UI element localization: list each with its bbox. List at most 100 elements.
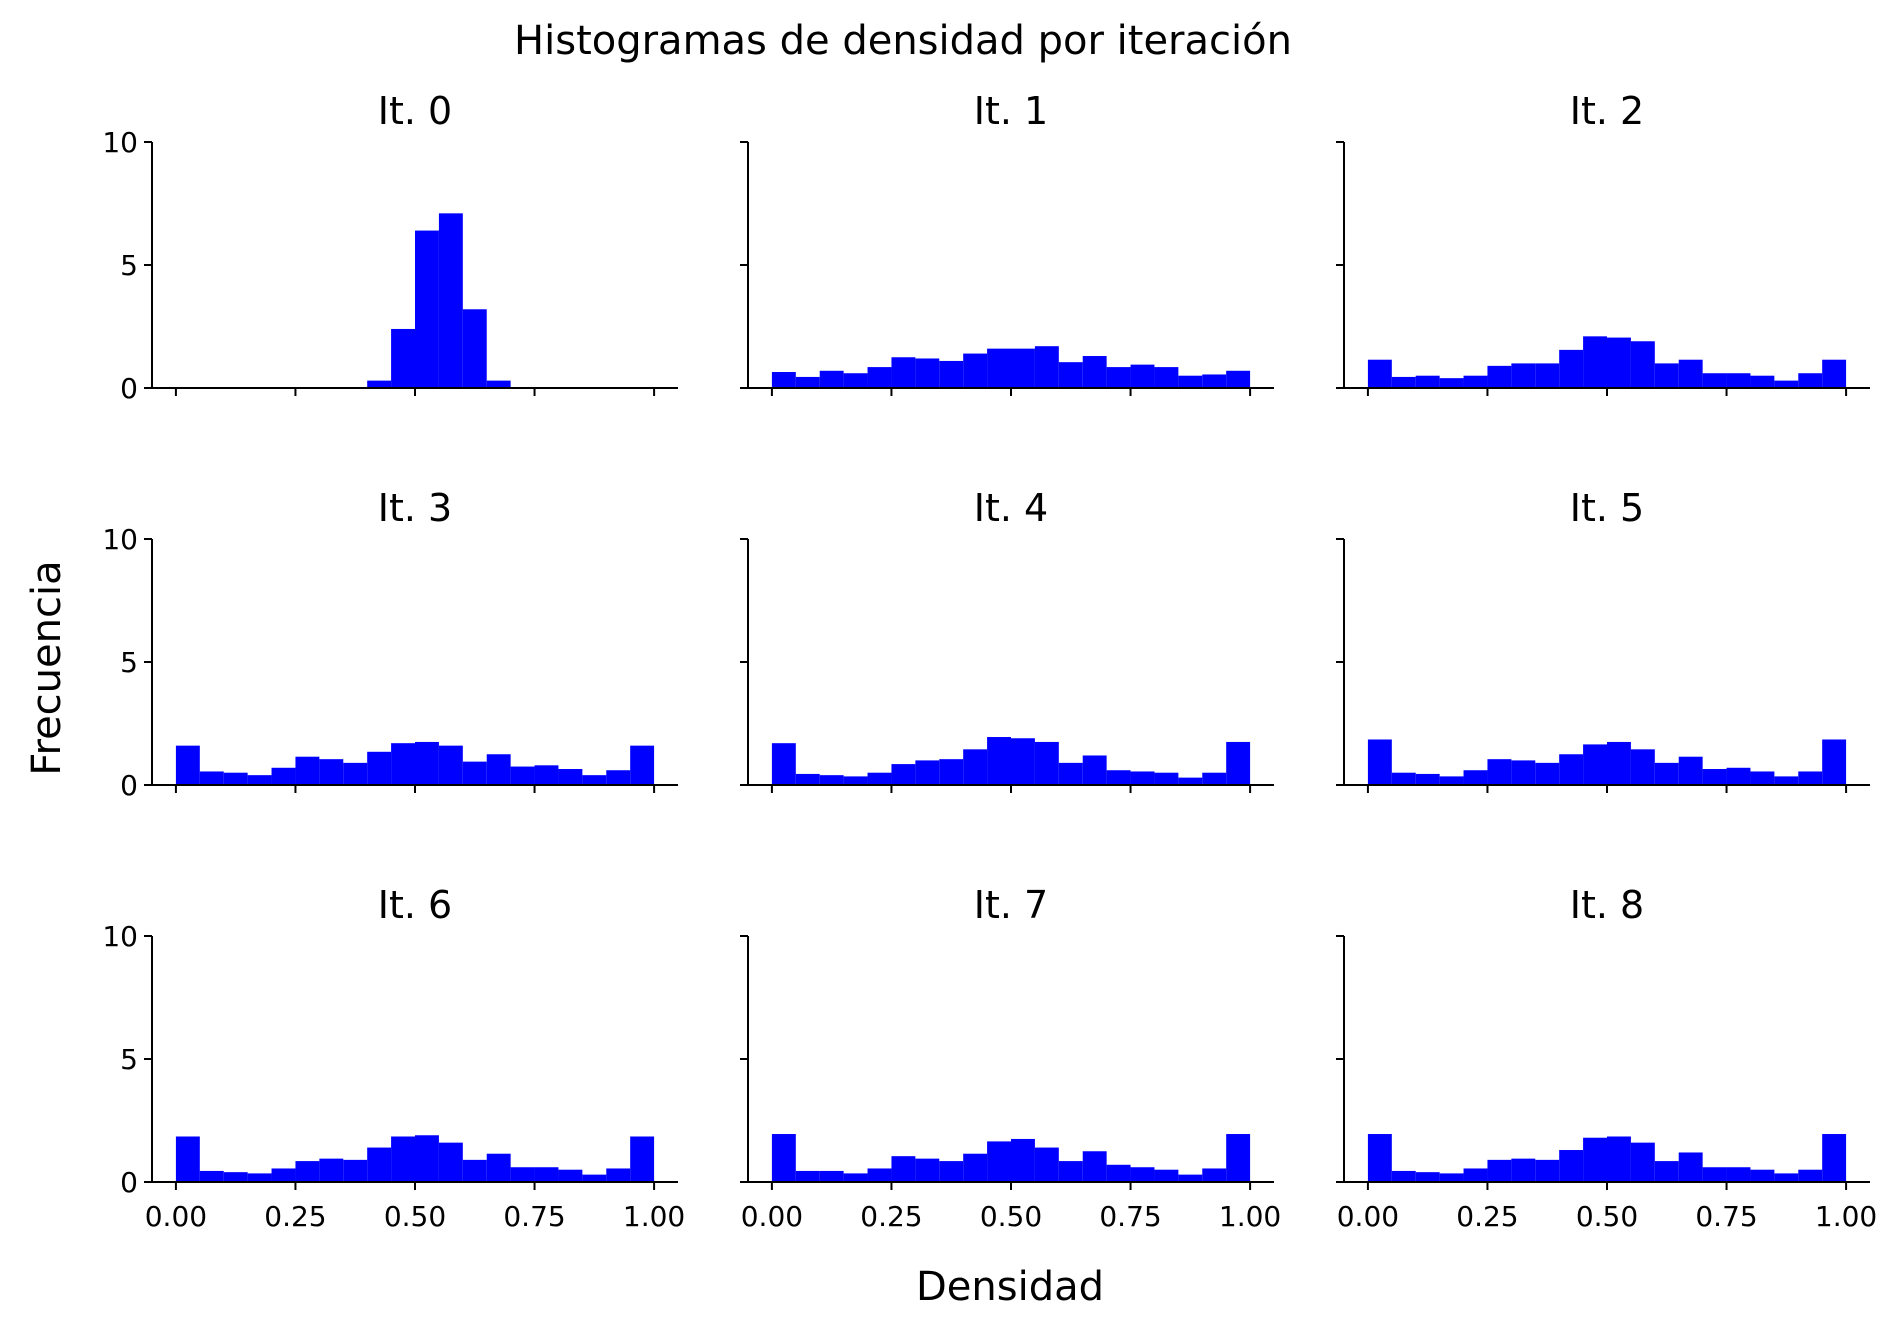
histogram-bar (795, 376, 820, 388)
histogram-bar (1463, 770, 1488, 785)
histogram-bar (1511, 760, 1536, 785)
x-tick-label: 1.00 (623, 1200, 685, 1233)
histogram-bar (534, 1167, 559, 1182)
histogram-bar (819, 1170, 844, 1182)
histogram-bar (247, 775, 272, 785)
histogram-panel: It. 0 0 5 10 (102, 89, 678, 405)
histogram-bar (1774, 776, 1799, 785)
histogram-bar (1702, 373, 1727, 388)
histogram-bar (1678, 359, 1703, 388)
y-tick-label: 5 (120, 1043, 138, 1076)
histogram-bar (891, 764, 916, 785)
histogram-bar (1034, 741, 1059, 785)
panel-title: It. 4 (974, 486, 1048, 530)
histogram-bar (343, 1159, 368, 1182)
histogram-bar (510, 1167, 535, 1182)
x-tick-label: 0.00 (145, 1200, 207, 1233)
histogram-bar (1439, 1173, 1464, 1182)
histogram-bar (367, 751, 392, 785)
x-tick-label: 0.25 (860, 1200, 922, 1233)
histogram-bar (199, 1170, 224, 1182)
histogram-bar (1034, 1147, 1059, 1182)
histogram-bar (1034, 346, 1059, 388)
histogram-panel: It. 1 (740, 89, 1274, 396)
histogram-bar (1654, 1161, 1679, 1182)
histogram-bar (771, 372, 796, 388)
histogram-bar (795, 1170, 820, 1182)
histogram-bar (486, 1153, 511, 1182)
histogram-bar (1178, 375, 1203, 388)
histogram-panel: It. 8 0.00 0.25 0.50 0.75 1.00 (1336, 883, 1877, 1233)
histogram-bar (1822, 359, 1847, 388)
histogram-bar (843, 373, 868, 388)
histogram-bar (438, 213, 463, 388)
histogram-bar (963, 1153, 988, 1182)
histogram-bar (486, 754, 511, 785)
x-tick-label: 0.25 (264, 1200, 326, 1233)
histogram-bar (1607, 1136, 1631, 1182)
histogram-bar (1178, 777, 1203, 785)
histogram-bar (1082, 755, 1107, 785)
histogram-bar (1487, 759, 1512, 785)
x-tick-label: 0.50 (1576, 1200, 1638, 1233)
histogram-bar (271, 767, 296, 785)
histogram-bar (795, 773, 820, 785)
histogram-panel: It. 5 (1336, 486, 1870, 793)
x-tick-label: 0.25 (1456, 1200, 1518, 1233)
histogram-bar (1439, 378, 1464, 388)
histogram-bar (1630, 1142, 1655, 1182)
histogram-bar (1082, 1151, 1107, 1182)
histogram-bar (915, 760, 940, 785)
x-tick-label: 1.00 (1815, 1200, 1877, 1233)
histogram-bar (606, 770, 631, 785)
x-tick-label: 0.50 (384, 1200, 446, 1233)
histogram-bar (1822, 739, 1847, 785)
histogram-bar (391, 743, 415, 785)
panel-title: It. 5 (1570, 486, 1644, 530)
histogram-bar (510, 766, 535, 785)
histogram-bar (819, 370, 844, 388)
histogram-bar (1106, 1164, 1131, 1182)
panel-title: It. 1 (974, 89, 1048, 133)
histogram-bar (963, 353, 988, 388)
histogram-panels: It. 0 0 5 10 It. 1 It. 2 It. 3 0 5 10 It. 4 It. 5 It… (102, 89, 1877, 1233)
histogram-bar (1654, 363, 1679, 388)
histogram-bar (1463, 1168, 1488, 1182)
histogram-bar (462, 1159, 487, 1182)
histogram-panel: It. 3 0 5 10 (102, 486, 678, 802)
histogram-bar (175, 1136, 200, 1182)
histogram-bar (1130, 1167, 1155, 1182)
histogram-bar (771, 743, 796, 785)
histogram-bar (1106, 367, 1131, 388)
y-tick-label: 10 (102, 126, 138, 159)
histogram-bar (1202, 772, 1227, 785)
histogram-bar (1559, 1150, 1584, 1182)
histogram-bar (223, 772, 248, 785)
histogram-bar (963, 749, 988, 785)
histogram-bar (223, 1172, 248, 1182)
x-tick-label: 0.50 (980, 1200, 1042, 1233)
histogram-bar (415, 230, 439, 388)
histogram-bar (462, 309, 487, 388)
histogram-bar (582, 775, 607, 785)
histogram-bar (582, 1174, 607, 1182)
x-tick-label: 0.75 (1695, 1200, 1757, 1233)
histogram-bar (1726, 767, 1751, 785)
histogram-bar (1154, 772, 1179, 785)
histogram-bar (1391, 1170, 1416, 1182)
histogram-bar (1202, 374, 1227, 388)
x-tick-label: 0.75 (503, 1200, 565, 1233)
histogram-bar (1511, 1158, 1536, 1182)
x-axis-label: Densidad (916, 1264, 1104, 1310)
histogram-bar (1058, 362, 1083, 388)
y-axis-label: Frecuencia (24, 560, 70, 775)
histogram-bar (1750, 375, 1775, 388)
histogram-bar (1367, 739, 1392, 785)
histogram-bar (771, 1134, 796, 1182)
x-tick-label: 0.75 (1099, 1200, 1161, 1233)
histogram-bar (1726, 1167, 1751, 1182)
histogram-bar (1415, 375, 1440, 388)
histogram-bar (247, 1173, 272, 1182)
histogram-bar (1750, 1169, 1775, 1182)
histogram-bar (819, 775, 844, 785)
